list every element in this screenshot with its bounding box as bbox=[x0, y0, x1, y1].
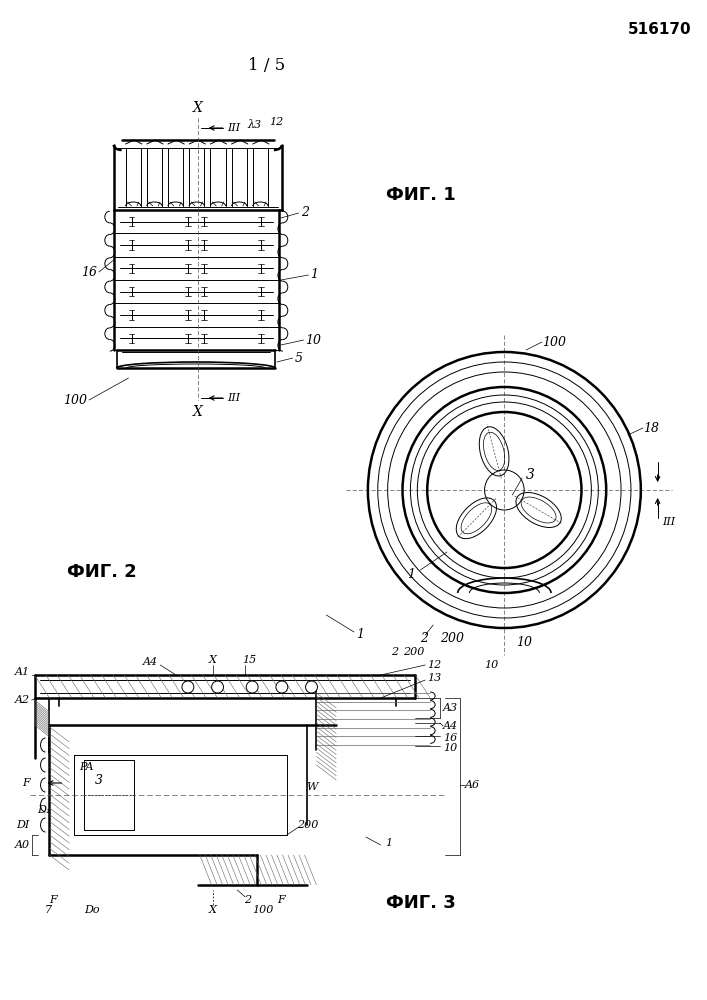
Text: 3: 3 bbox=[95, 774, 103, 786]
Text: 15: 15 bbox=[243, 655, 257, 665]
Text: W: W bbox=[307, 782, 318, 792]
Text: 516170: 516170 bbox=[628, 22, 691, 37]
Text: 3: 3 bbox=[526, 468, 535, 482]
Text: A2: A2 bbox=[15, 695, 30, 705]
Text: 12: 12 bbox=[427, 660, 441, 670]
Text: F: F bbox=[22, 778, 30, 788]
Text: 100: 100 bbox=[252, 905, 274, 915]
Text: 12: 12 bbox=[269, 117, 284, 127]
Text: 1: 1 bbox=[386, 838, 393, 848]
Circle shape bbox=[182, 681, 194, 693]
Text: 1 / 5: 1 / 5 bbox=[248, 56, 286, 74]
Text: X: X bbox=[209, 905, 216, 915]
Text: X: X bbox=[209, 655, 216, 665]
Text: 2: 2 bbox=[244, 895, 251, 905]
Text: 7: 7 bbox=[45, 905, 52, 915]
Text: DI: DI bbox=[16, 820, 30, 830]
Text: 200: 200 bbox=[297, 820, 318, 830]
Text: 1: 1 bbox=[356, 629, 364, 642]
Text: 100: 100 bbox=[63, 393, 87, 406]
Text: F: F bbox=[277, 895, 285, 905]
Text: III: III bbox=[228, 123, 240, 133]
Text: 18: 18 bbox=[643, 422, 659, 434]
Text: 2: 2 bbox=[420, 632, 428, 645]
Text: ФИГ. 1: ФИГ. 1 bbox=[386, 186, 455, 204]
Text: 2: 2 bbox=[391, 647, 398, 657]
Text: 100: 100 bbox=[542, 336, 566, 349]
Text: A4: A4 bbox=[443, 721, 458, 731]
Text: ФИГ. 3: ФИГ. 3 bbox=[386, 894, 455, 912]
Text: F: F bbox=[49, 895, 57, 905]
Circle shape bbox=[305, 681, 317, 693]
Text: PA: PA bbox=[79, 762, 93, 772]
Circle shape bbox=[276, 681, 288, 693]
Text: 1: 1 bbox=[407, 568, 415, 582]
Text: III: III bbox=[228, 393, 240, 403]
Text: λ3: λ3 bbox=[247, 120, 262, 130]
Text: 13: 13 bbox=[427, 673, 441, 683]
Circle shape bbox=[246, 681, 258, 693]
Text: 16: 16 bbox=[81, 265, 97, 278]
Text: X: X bbox=[193, 101, 203, 115]
Text: 10: 10 bbox=[443, 743, 457, 753]
Text: 10: 10 bbox=[516, 636, 532, 648]
Text: Do: Do bbox=[84, 905, 100, 915]
Text: ФИГ. 2: ФИГ. 2 bbox=[67, 563, 137, 581]
Circle shape bbox=[211, 681, 223, 693]
Text: A3: A3 bbox=[443, 703, 458, 713]
Text: A1: A1 bbox=[15, 667, 30, 677]
Text: 200: 200 bbox=[440, 632, 464, 645]
Text: 5: 5 bbox=[295, 352, 303, 364]
Text: 10: 10 bbox=[484, 660, 499, 670]
Text: 16: 16 bbox=[443, 733, 457, 743]
Text: A0: A0 bbox=[15, 840, 30, 850]
Text: A6: A6 bbox=[464, 780, 480, 790]
Text: A4: A4 bbox=[143, 657, 158, 667]
Text: D₁: D₁ bbox=[37, 805, 51, 815]
Text: 2: 2 bbox=[300, 207, 309, 220]
Text: X: X bbox=[193, 405, 203, 419]
Text: 10: 10 bbox=[305, 334, 322, 347]
Text: III: III bbox=[662, 517, 676, 527]
Text: 200: 200 bbox=[404, 647, 425, 657]
Text: 1: 1 bbox=[310, 268, 319, 282]
